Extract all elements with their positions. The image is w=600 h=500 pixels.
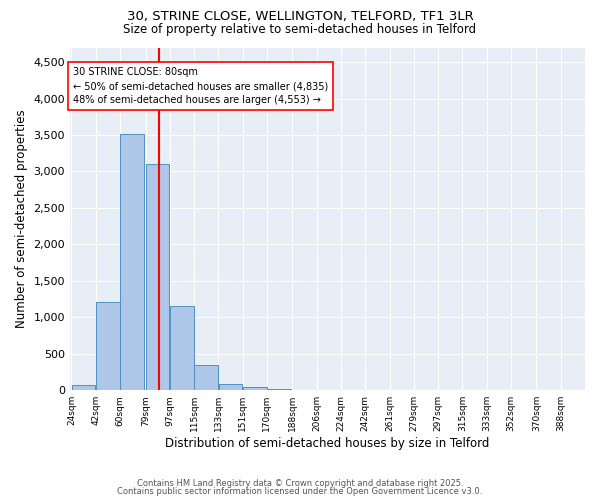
X-axis label: Distribution of semi-detached houses by size in Telford: Distribution of semi-detached houses by …	[166, 437, 490, 450]
Bar	[146, 164, 169, 390]
Bar	[120, 134, 144, 390]
Text: Contains public sector information licensed under the Open Government Licence v3: Contains public sector information licen…	[118, 487, 482, 496]
Text: 30 STRINE CLOSE: 80sqm
← 50% of semi-detached houses are smaller (4,835)
48% of : 30 STRINE CLOSE: 80sqm ← 50% of semi-det…	[73, 67, 328, 105]
Bar	[170, 306, 194, 390]
Bar	[194, 364, 218, 390]
Y-axis label: Number of semi-detached properties: Number of semi-detached properties	[15, 110, 28, 328]
Text: Contains HM Land Registry data © Crown copyright and database right 2025.: Contains HM Land Registry data © Crown c…	[137, 478, 463, 488]
Bar	[72, 385, 95, 390]
Bar	[243, 387, 266, 390]
Text: 30, STRINE CLOSE, WELLINGTON, TELFORD, TF1 3LR: 30, STRINE CLOSE, WELLINGTON, TELFORD, T…	[127, 10, 473, 23]
Bar	[96, 302, 119, 390]
Bar	[218, 384, 242, 390]
Text: Size of property relative to semi-detached houses in Telford: Size of property relative to semi-detach…	[124, 22, 476, 36]
Bar	[267, 389, 291, 390]
